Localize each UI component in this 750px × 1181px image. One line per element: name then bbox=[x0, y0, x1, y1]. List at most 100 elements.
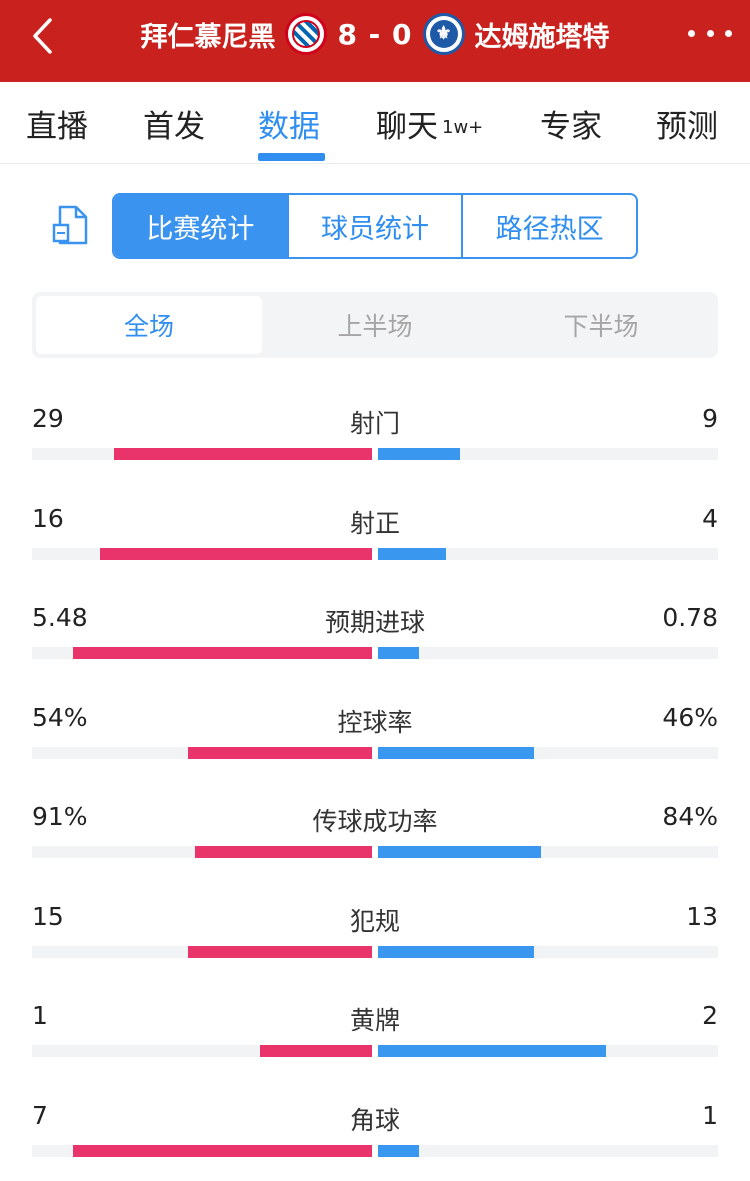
period-switch: 全场 上半场 下半场 bbox=[32, 292, 718, 358]
stat-row: 91% 传球成功率 84% bbox=[32, 802, 718, 872]
stat-label: 犯规 bbox=[349, 907, 400, 936]
segment-match-stats[interactable]: 比赛统计 bbox=[114, 195, 287, 257]
home-stat-value: 16 bbox=[32, 504, 64, 533]
period-full-match[interactable]: 全场 bbox=[36, 296, 262, 354]
home-stat-value: 15 bbox=[32, 902, 64, 931]
home-stat-value: 5.48 bbox=[32, 603, 88, 632]
away-stat-value: 84% bbox=[662, 802, 718, 831]
dot-icon bbox=[688, 29, 695, 37]
away-stat-bar bbox=[378, 1045, 606, 1057]
back-button[interactable] bbox=[22, 16, 62, 56]
tab-label: 聊天 bbox=[376, 108, 438, 145]
away-stat-bar bbox=[378, 448, 460, 460]
away-stat-bar bbox=[378, 747, 534, 759]
away-bar-track bbox=[378, 448, 718, 460]
tab-data[interactable]: 数据 bbox=[258, 82, 320, 164]
chevron-left-icon bbox=[33, 18, 52, 54]
away-stat-bar bbox=[378, 647, 419, 659]
stat-label: 射正 bbox=[349, 509, 400, 538]
home-stat-value: 29 bbox=[32, 404, 64, 433]
away-stat-bar bbox=[378, 1145, 419, 1157]
home-stat-bar bbox=[195, 846, 372, 858]
segment-player-stats[interactable]: 球员统计 bbox=[286, 195, 462, 257]
tab-live[interactable]: 直播 bbox=[26, 82, 88, 164]
home-stat-value: 91% bbox=[32, 802, 88, 831]
tab-label: 专家 bbox=[540, 108, 602, 145]
stat-row: 15 犯规 13 bbox=[32, 902, 718, 972]
home-bar-track bbox=[32, 448, 372, 460]
home-bar-track bbox=[32, 548, 372, 560]
away-stat-value: 4 bbox=[702, 504, 718, 533]
tab-label: 直播 bbox=[26, 108, 88, 145]
stat-label: 黄牌 bbox=[349, 1006, 400, 1035]
stat-row: 16 射正 4 bbox=[32, 504, 718, 574]
stat-row: 29 射门 9 bbox=[32, 404, 718, 474]
stats-type-switch: 比赛统计 球员统计 路径热区 bbox=[112, 193, 638, 259]
active-tab-indicator bbox=[258, 153, 325, 161]
tab-label: 数据 bbox=[258, 108, 320, 145]
home-stat-bar bbox=[73, 647, 372, 659]
away-bar-track bbox=[378, 1045, 718, 1057]
away-stat-bar bbox=[378, 846, 541, 858]
home-bar-track bbox=[32, 1045, 372, 1057]
away-stat-bar bbox=[378, 548, 446, 560]
away-bar-track bbox=[378, 647, 718, 659]
period-second-half[interactable]: 下半场 bbox=[563, 312, 639, 341]
period-first-half[interactable]: 上半场 bbox=[337, 312, 413, 341]
stat-row: 7 角球 1 bbox=[32, 1101, 718, 1171]
away-stat-bar bbox=[378, 946, 534, 958]
stat-label: 预期进球 bbox=[324, 608, 425, 637]
away-stat-value: 1 bbox=[702, 1101, 718, 1130]
tab-label: 首发 bbox=[143, 108, 205, 145]
away-stat-value: 2 bbox=[702, 1001, 718, 1030]
dot-icon bbox=[706, 29, 714, 37]
dot-icon bbox=[725, 29, 732, 37]
stat-label: 传球成功率 bbox=[312, 807, 438, 836]
home-bar-track bbox=[32, 747, 372, 759]
away-bar-track bbox=[378, 846, 718, 858]
home-bar-track bbox=[32, 946, 372, 958]
away-bar-track bbox=[378, 548, 718, 560]
match-title: 拜仁慕尼黑 8 - 0 ⚜ 达姆施塔特 bbox=[140, 13, 610, 55]
stat-row: 54% 控球率 46% bbox=[32, 703, 718, 773]
home-bar-track bbox=[32, 647, 372, 659]
home-stat-bar bbox=[114, 448, 372, 460]
home-bar-track bbox=[32, 1145, 372, 1157]
document-icon[interactable] bbox=[52, 205, 88, 245]
tab-chat[interactable]: 聊天 1w+ bbox=[376, 82, 483, 164]
stat-label: 角球 bbox=[349, 1106, 400, 1135]
away-team-name: 达姆施塔特 bbox=[474, 21, 610, 53]
tab-lineup[interactable]: 首发 bbox=[143, 82, 205, 164]
more-options-button[interactable] bbox=[688, 18, 732, 48]
stat-label: 射门 bbox=[349, 409, 400, 438]
away-stat-value: 13 bbox=[686, 902, 718, 931]
home-stat-bar bbox=[73, 1145, 372, 1157]
away-stat-value: 46% bbox=[662, 703, 718, 732]
main-tabs: 直播 首发 数据 聊天 1w+ 专家 预测 bbox=[0, 82, 750, 164]
tab-predict[interactable]: 预测 bbox=[656, 82, 718, 164]
stat-row: 1 黄牌 2 bbox=[32, 1001, 718, 1071]
bayern-logo bbox=[285, 13, 328, 55]
stat-label: 控球率 bbox=[337, 708, 413, 737]
stat-row: 5.48 预期进球 0.78 bbox=[32, 603, 718, 673]
home-stat-bar bbox=[100, 548, 372, 560]
darmstadt-logo: ⚜ bbox=[422, 13, 465, 55]
chat-count-badge: 1w+ bbox=[442, 116, 484, 138]
home-stat-bar bbox=[260, 1045, 372, 1057]
segment-heatmap[interactable]: 路径热区 bbox=[461, 195, 636, 257]
home-stat-bar bbox=[188, 946, 372, 958]
away-bar-track bbox=[378, 747, 718, 759]
match-header: 拜仁慕尼黑 8 - 0 ⚜ 达姆施塔特 bbox=[0, 0, 750, 82]
home-bar-track bbox=[32, 846, 372, 858]
home-stat-value: 54% bbox=[32, 703, 88, 732]
away-bar-track bbox=[378, 1145, 718, 1157]
match-score: 8 - 0 bbox=[337, 17, 413, 51]
away-bar-track bbox=[378, 946, 718, 958]
tab-experts[interactable]: 专家 bbox=[540, 82, 602, 164]
tab-label: 预测 bbox=[656, 108, 718, 145]
away-stat-value: 0.78 bbox=[662, 603, 718, 632]
away-stat-value: 9 bbox=[702, 404, 718, 433]
home-stat-value: 7 bbox=[32, 1101, 48, 1130]
home-team-name: 拜仁慕尼黑 bbox=[140, 21, 276, 53]
home-stat-bar bbox=[188, 747, 372, 759]
